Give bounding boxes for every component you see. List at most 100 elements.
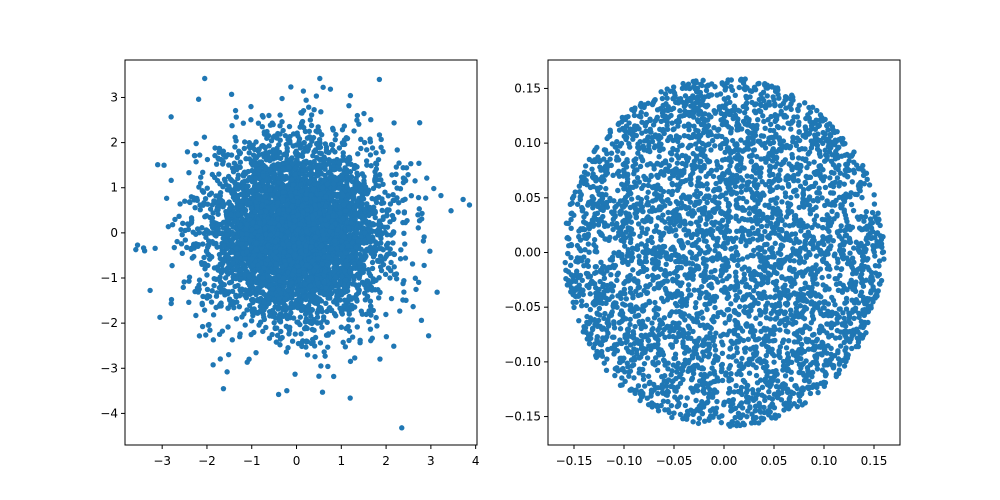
scatter-point <box>291 217 298 224</box>
scatter-point <box>242 139 248 145</box>
scatter-point <box>373 277 379 284</box>
scatter-point <box>292 371 298 377</box>
scatter-point <box>196 333 203 339</box>
scatter-point <box>258 268 264 275</box>
scatter-point <box>423 195 429 201</box>
scatter-point <box>301 325 308 332</box>
scatter-point <box>179 232 185 238</box>
scatter-point <box>438 192 444 199</box>
scatter-point <box>337 280 343 286</box>
scatter-point <box>277 319 284 325</box>
scatter-point <box>380 181 386 188</box>
scatter-point <box>182 198 188 204</box>
scatter-point <box>353 176 359 182</box>
scatter-point <box>163 195 170 201</box>
scatter-point <box>336 159 343 166</box>
scatter-point <box>217 198 223 204</box>
scatter-point <box>397 186 404 192</box>
scatter-point <box>415 194 422 201</box>
scatter-point <box>279 218 285 225</box>
scatter-point <box>331 238 338 244</box>
scatter-point <box>367 326 374 332</box>
scatter-point <box>325 363 331 370</box>
scatter-point <box>290 236 297 243</box>
scatter-point <box>216 171 222 177</box>
scatter-point <box>287 133 293 140</box>
scatter-point <box>331 265 337 271</box>
scatter-point <box>401 209 408 215</box>
scatter-point <box>220 385 227 392</box>
scatter-point <box>367 152 374 158</box>
scatter-point <box>222 275 229 281</box>
scatter-point <box>419 216 425 222</box>
scatter-point <box>233 235 240 241</box>
scatter-point <box>328 246 334 252</box>
scatter-point <box>301 124 307 131</box>
scatter-point <box>295 133 301 139</box>
scatter-point <box>342 208 349 214</box>
scatter-point <box>233 245 240 252</box>
scatter-point <box>328 290 335 297</box>
scatter-point <box>238 203 244 209</box>
scatter-point <box>253 309 259 316</box>
scatter-point <box>347 92 354 99</box>
scatter-point <box>193 241 199 247</box>
scatter-point <box>252 209 258 216</box>
scatter-point <box>373 160 379 166</box>
scatter-point <box>244 221 250 228</box>
scatter-point <box>193 140 199 147</box>
scatter-point <box>345 243 351 249</box>
scatter-point <box>257 252 263 259</box>
scatter-point <box>244 249 250 255</box>
scatter-point <box>232 267 238 273</box>
scatter-point <box>330 329 336 335</box>
scatter-point <box>245 190 251 197</box>
scatter-point <box>299 343 305 350</box>
scatter-point <box>325 344 331 350</box>
scatter-point <box>364 162 370 168</box>
scatter-point <box>331 166 337 173</box>
scatter-point <box>377 356 383 362</box>
scatter-point <box>295 198 301 205</box>
scatter-point <box>233 114 239 120</box>
scatter-point <box>244 184 250 190</box>
scatter-point <box>367 139 374 145</box>
scatter-point <box>415 225 421 231</box>
scatter-point <box>271 297 277 303</box>
scatter-point <box>211 282 217 289</box>
scatter-point <box>334 227 341 233</box>
scatter-point <box>174 238 180 245</box>
scatter-point <box>234 251 241 257</box>
scatter-point <box>267 122 274 128</box>
scatter-point <box>354 198 360 204</box>
scatter-point <box>262 248 269 255</box>
scatter-point <box>203 213 210 219</box>
scatter-point <box>390 240 396 246</box>
scatter-point <box>299 288 305 294</box>
scatter-point <box>203 248 210 255</box>
scatter-point <box>356 260 363 266</box>
scatter-point <box>233 163 240 169</box>
scatter-point <box>355 151 361 157</box>
scatter-point <box>383 333 390 340</box>
scatter-point <box>209 171 216 178</box>
scatter-point <box>320 84 326 90</box>
scatter-point <box>421 234 427 240</box>
scatter-point <box>306 104 312 110</box>
scatter-point <box>247 302 253 309</box>
scatter-point <box>140 245 147 251</box>
scatter-point <box>204 272 210 278</box>
scatter-point <box>182 237 189 243</box>
scatter-point <box>280 241 286 247</box>
scatter-point <box>369 145 376 151</box>
scatter-point <box>279 226 285 233</box>
scatter-point <box>234 154 240 161</box>
scatter-point <box>338 324 345 330</box>
scatter-point <box>351 190 358 196</box>
scatter-point <box>220 184 226 190</box>
scatter-point <box>236 303 243 310</box>
scatter-point <box>204 295 210 301</box>
scatter-point <box>283 202 290 208</box>
scatter-point <box>354 324 360 330</box>
scatter-point <box>359 213 365 219</box>
